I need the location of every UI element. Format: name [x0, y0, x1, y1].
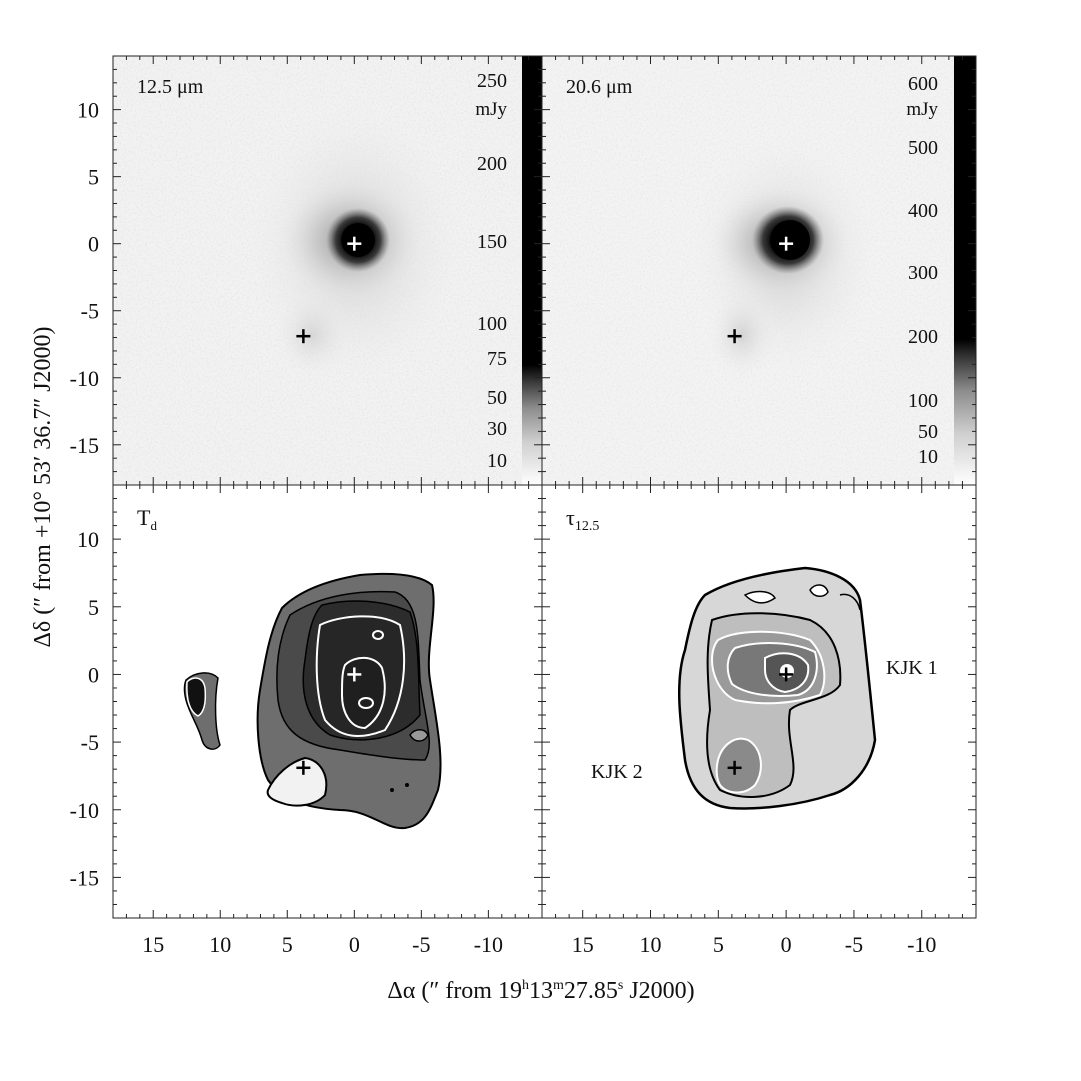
annotation-kjk-2: KJK 2 [591, 761, 643, 783]
colorbar-tick-label: 250 [477, 70, 507, 92]
panel-label-tau: τ12.5 [566, 505, 599, 534]
x-tick-label: -10 [474, 932, 503, 957]
y-tick-label: -15 [70, 865, 99, 890]
source-marker [779, 667, 794, 682]
x-tick-label: -10 [907, 932, 936, 957]
colorbar-ticks-12-5: 250 200 150 100 75 50 30 10 [477, 70, 507, 472]
colorbar-ticks-20-6: 600 500 400 300 200 100 50 10 [908, 73, 938, 468]
panel-12-5-micron [113, 56, 542, 485]
x-tick-label: 10 [209, 932, 231, 957]
axis-ticks [112, 55, 977, 919]
colorbar-tick-label: 100 [908, 390, 938, 412]
panel-20-6-micron [542, 56, 976, 485]
y-tick-label: -5 [81, 730, 99, 755]
y-tick-label: 10 [77, 527, 99, 552]
panel-dust-temperature [113, 485, 542, 918]
colorbar-tick-label: 50 [918, 421, 938, 443]
x-tick-label: -5 [845, 932, 863, 957]
x-tick-label: 15 [142, 932, 164, 957]
source-marker [347, 236, 362, 251]
panel-label-td: Td [137, 505, 157, 533]
colorbar-tick-label: 10 [487, 450, 507, 472]
colorbar-unit-12-5: mJy [475, 99, 507, 120]
y-tick-labels: 10 5 0 -5 -10 -15 10 5 0 -5 -10 -15 [70, 98, 99, 891]
x-tick-label: 0 [781, 932, 792, 957]
x-tick-label: 5 [713, 932, 724, 957]
y-tick-label: 0 [88, 662, 99, 687]
x-tick-label: 5 [282, 932, 293, 957]
colorbar-tick-label: 400 [908, 200, 938, 222]
annotation-kjk-1: KJK 1 [886, 657, 938, 679]
y-tick-label: 5 [88, 595, 99, 620]
x-tick-label: -5 [412, 932, 430, 957]
colorbar-tick-label: 200 [908, 326, 938, 348]
colorbar-tick-label: 30 [487, 418, 507, 440]
panel-label-20-6: 20.6 μm [566, 76, 633, 98]
source-marker [296, 760, 311, 775]
x-axis-label: Δα (″ from 19h13m27.85s J2000) [387, 978, 694, 1004]
x-tick-label: 10 [640, 932, 662, 957]
y-axis-label: Δδ (″ from +10° 53′ 36.7″ J2000) [30, 326, 56, 647]
colorbar-tick-label: 500 [908, 137, 938, 159]
y-tick-label: -10 [70, 366, 99, 391]
y-tick-label: -15 [70, 433, 99, 458]
panel-optical-depth [542, 485, 976, 918]
colorbar-tick-label: 150 [477, 231, 507, 253]
x-tick-labels: 15 10 5 0 -5 -10 15 10 5 0 -5 -10 [142, 932, 936, 957]
colorbar-tick-label: 75 [487, 348, 507, 370]
y-tick-label: -10 [70, 798, 99, 823]
colorbar-tick-label: 10 [918, 446, 938, 468]
colorbar-tick-label: 100 [477, 313, 507, 335]
y-tick-label: -5 [81, 299, 99, 324]
source-marker [296, 329, 311, 344]
source-marker [727, 760, 742, 775]
colorbar-tick-label: 300 [908, 262, 938, 284]
x-tick-label: 15 [572, 932, 594, 957]
panel-label-12-5: 12.5 μm [137, 76, 204, 98]
x-tick-label: 0 [349, 932, 360, 957]
y-tick-label: 5 [88, 165, 99, 190]
colorbar-tick-label: 200 [477, 153, 507, 175]
colorbar-unit-20-6: mJy [906, 99, 938, 120]
y-tick-label: 0 [88, 232, 99, 257]
colorbar-tick-label: 600 [908, 73, 938, 95]
source-marker [727, 329, 742, 344]
colorbar-tick-label: 50 [487, 387, 507, 409]
source-marker [347, 667, 362, 682]
y-tick-label: 10 [77, 98, 99, 123]
source-marker [779, 236, 794, 251]
source-markers [296, 236, 794, 775]
